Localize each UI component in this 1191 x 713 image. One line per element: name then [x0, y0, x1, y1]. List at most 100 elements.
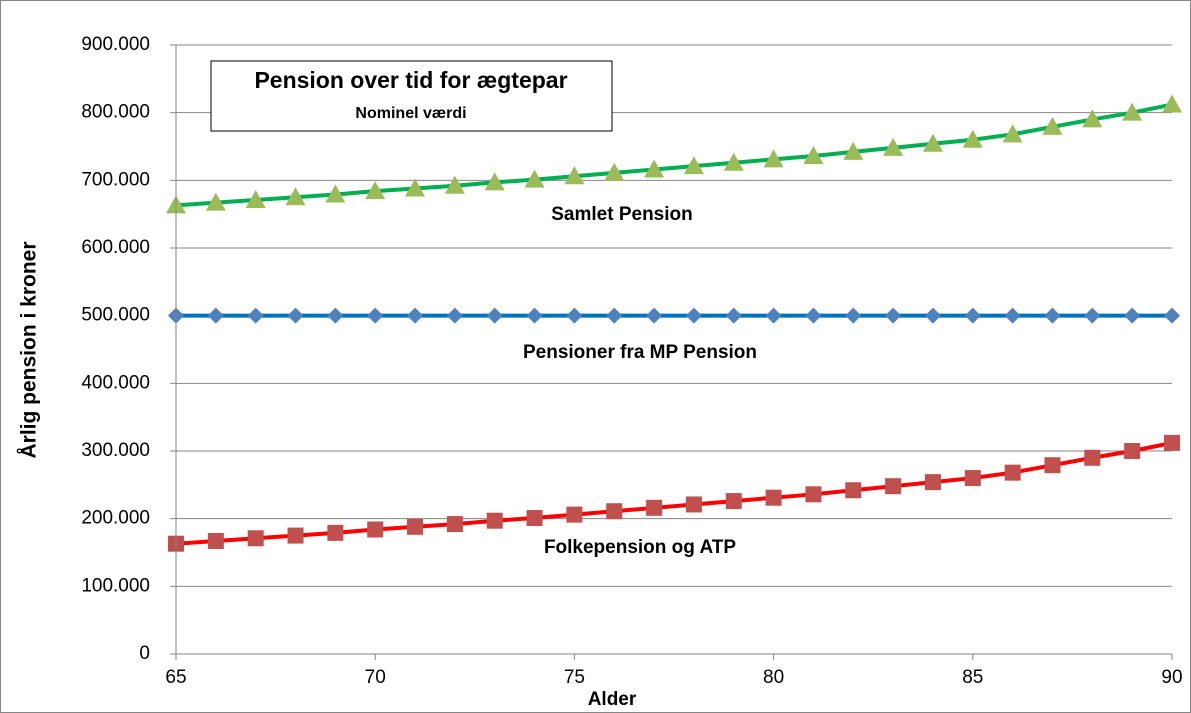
marks: [166, 94, 1182, 552]
x-axis-label: Alder: [588, 689, 637, 710]
series-label: Pensioner fra MP Pension: [523, 342, 757, 363]
marker: [1124, 307, 1141, 324]
marker: [962, 129, 983, 148]
marker: [685, 496, 702, 513]
marker: [486, 307, 503, 324]
marker: [247, 307, 264, 324]
marker: [725, 307, 742, 324]
marker: [325, 184, 346, 203]
marker: [683, 156, 704, 175]
marker: [885, 478, 902, 495]
marker: [1084, 449, 1101, 466]
marker: [1042, 116, 1063, 135]
marker: [1044, 457, 1061, 474]
marker: [566, 307, 583, 324]
marker: [285, 187, 306, 206]
chart-subtitle: Nominel værdi: [355, 105, 466, 122]
title-box: [210, 60, 613, 132]
series-label: Samlet Pension: [551, 204, 693, 225]
marker: [644, 159, 665, 178]
marker: [446, 516, 463, 533]
marker: [405, 178, 426, 197]
marker: [964, 307, 981, 324]
y-tick-label: 600.000: [81, 237, 150, 258]
marker: [407, 307, 424, 324]
marker: [1004, 307, 1021, 324]
marker: [564, 166, 585, 185]
y-tick-label: 800.000: [81, 102, 150, 123]
marker: [924, 307, 941, 324]
marker: [365, 181, 386, 200]
marker: [1124, 443, 1141, 459]
marker: [287, 527, 304, 544]
marker: [885, 307, 902, 324]
marker: [924, 474, 941, 491]
marker: [723, 152, 744, 171]
marker: [922, 133, 943, 152]
marker: [843, 141, 864, 160]
marker: [245, 189, 266, 208]
marker: [1044, 307, 1061, 324]
y-axis-label: Årlig pension i kroner: [17, 241, 41, 458]
marker: [327, 307, 344, 324]
marker: [566, 506, 583, 523]
marker: [526, 307, 543, 324]
y-tick-label: 200.000: [81, 508, 150, 529]
x-tick-label: 75: [564, 667, 585, 688]
marker: [287, 307, 304, 324]
marker: [1162, 94, 1182, 113]
y-tick-label: 900.000: [81, 34, 150, 55]
marker: [803, 145, 824, 164]
marker: [606, 503, 623, 520]
marker: [1164, 307, 1180, 324]
marker: [407, 518, 424, 535]
marker: [1164, 434, 1180, 451]
marker: [444, 175, 465, 194]
marker: [606, 307, 623, 324]
marker: [247, 530, 264, 547]
y-tick-label: 700.000: [81, 169, 150, 190]
marker: [1084, 307, 1101, 324]
marker: [805, 486, 822, 503]
marker: [765, 307, 782, 324]
y-tick-label: 500.000: [81, 305, 150, 326]
marker: [604, 162, 625, 181]
marker: [367, 521, 384, 538]
x-tick-label: 70: [365, 667, 386, 688]
marker: [1002, 124, 1023, 143]
marker: [845, 307, 862, 324]
x-tick-label: 90: [1161, 667, 1182, 688]
marker: [765, 489, 782, 506]
series-label: Folkepension og ATP: [544, 537, 736, 558]
y-tick-label: 300.000: [81, 440, 150, 461]
y-tick-label: 0: [139, 643, 150, 664]
x-tick-label: 80: [763, 667, 784, 688]
marker: [1082, 109, 1103, 128]
marker: [845, 482, 862, 499]
marker: [1004, 464, 1021, 481]
marker: [524, 169, 545, 188]
series-line: [175, 102, 1173, 208]
marker: [327, 524, 344, 541]
marker: [484, 172, 505, 191]
marker: [367, 307, 384, 324]
marker: [205, 192, 226, 211]
marker: [805, 307, 822, 324]
marker: [486, 512, 503, 529]
marker: [646, 307, 663, 324]
marker: [763, 149, 784, 168]
marker: [207, 307, 224, 324]
marker: [883, 137, 904, 156]
marker: [1122, 102, 1143, 121]
marker: [685, 307, 702, 324]
marker: [964, 470, 981, 487]
x-tick-label: 85: [962, 667, 983, 688]
marker: [446, 307, 463, 324]
y-tick-label: 400.000: [81, 372, 150, 393]
marker: [207, 532, 224, 549]
y-tick-label: 100.000: [81, 575, 150, 596]
marker: [646, 499, 663, 516]
chart-title: Pension over tid for ægtepar: [254, 67, 567, 93]
x-tick-label: 65: [165, 667, 186, 688]
